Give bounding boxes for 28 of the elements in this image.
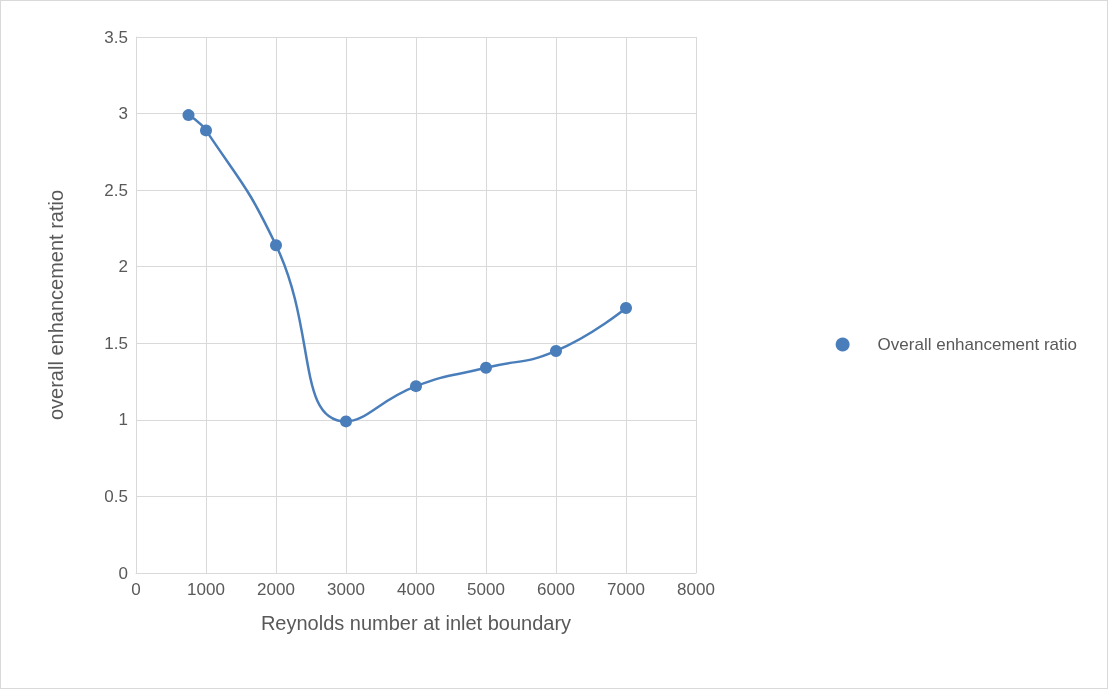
y-tick-label: 3 (118, 104, 128, 124)
y-tick-label: 3.5 (104, 27, 128, 47)
point (550, 344, 562, 357)
y-tick-label: 2.5 (104, 180, 128, 200)
x-tick-label: 0 (131, 580, 141, 599)
point (620, 302, 632, 315)
x-tick-label: 6000 (537, 580, 575, 599)
x-tick-label: 2000 (257, 580, 295, 599)
point (410, 380, 422, 393)
x-tick-label: 1000 (187, 580, 225, 599)
legend-label: Overall enhancement ratio (877, 335, 1078, 354)
y-tick-label: 0 (118, 563, 128, 583)
x-tick-label: 8000 (677, 580, 715, 599)
point (182, 109, 195, 122)
point (480, 361, 492, 374)
point (270, 239, 282, 252)
point (340, 415, 352, 428)
y-tick-label: 0.5 (104, 486, 128, 506)
point (200, 124, 212, 137)
x-axis-title: Reynolds number at inlet boundary (260, 612, 572, 634)
y-tick-label: 2 (118, 257, 128, 277)
y-tick-label: 1.5 (104, 333, 128, 353)
x-tick-label: 3000 (327, 580, 365, 599)
x-tick-label: 5000 (467, 580, 505, 599)
x-tick-label: 7000 (607, 580, 645, 599)
x-tick-label: 4000 (397, 580, 435, 599)
y-tick-label: 1 (118, 410, 128, 430)
y-axis-title: overall enhancement ratio (45, 189, 67, 421)
